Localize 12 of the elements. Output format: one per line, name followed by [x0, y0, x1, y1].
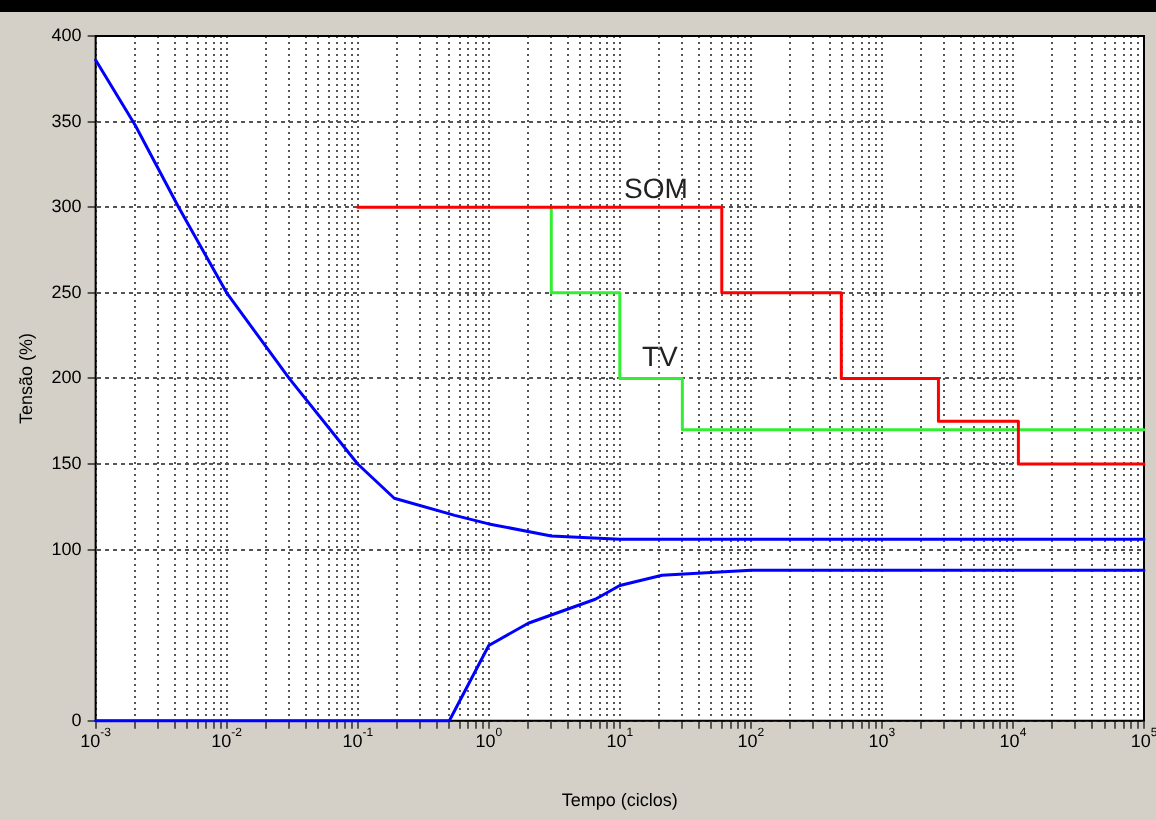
- annotation: TV: [642, 340, 678, 372]
- y-tick-label: 100: [51, 538, 82, 559]
- y-tick-label: 0: [71, 709, 82, 730]
- y-tick-label: 300: [51, 196, 82, 217]
- y-tick-label: 200: [51, 367, 82, 388]
- y-tick-label: 250: [51, 281, 82, 302]
- y-tick-label: 350: [51, 110, 82, 131]
- y-axis-title: Tensão (%): [15, 332, 36, 424]
- annotation: SOM: [624, 172, 688, 204]
- y-tick-label: 150: [51, 452, 82, 473]
- y-tick-label: 400: [51, 24, 82, 45]
- x-axis-title: Tempo (ciclos): [561, 790, 678, 811]
